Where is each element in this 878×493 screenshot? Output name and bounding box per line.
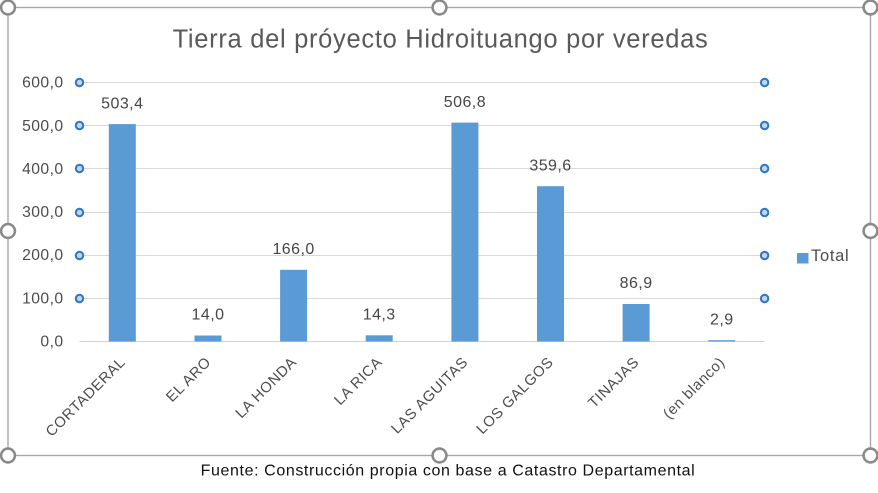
svg-text:400,0: 400,0 [22, 161, 63, 178]
svg-text:Total: Total [811, 247, 849, 265]
svg-text:0,0: 0,0 [40, 334, 63, 351]
svg-text:500,0: 500,0 [22, 118, 63, 135]
svg-text:14,0: 14,0 [192, 307, 225, 324]
svg-text:Tierra del próyecto Hidroituan: Tierra del próyecto Hidroituango por ver… [173, 26, 709, 54]
svg-text:86,9: 86,9 [620, 275, 653, 292]
svg-text:506,8: 506,8 [444, 94, 486, 111]
svg-text:200,0: 200,0 [22, 247, 63, 264]
svg-text:503,4: 503,4 [101, 95, 143, 112]
svg-text:Fuente: Construcción propia co: Fuente: Construcción propia con base a C… [201, 463, 696, 480]
svg-text:14,3: 14,3 [363, 307, 396, 324]
svg-text:100,0: 100,0 [22, 290, 63, 307]
svg-text:2,9: 2,9 [710, 311, 734, 328]
svg-text:600,0: 600,0 [22, 75, 63, 92]
svg-text:300,0: 300,0 [22, 204, 63, 221]
svg-text:359,6: 359,6 [529, 157, 571, 174]
svg-text:166,0: 166,0 [272, 241, 314, 258]
